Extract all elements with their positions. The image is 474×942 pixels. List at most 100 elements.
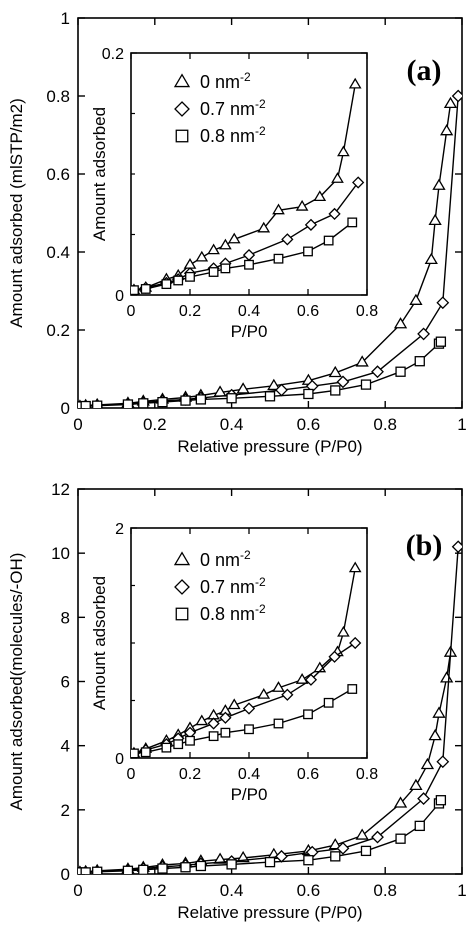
inset-data-point (195, 250, 209, 262)
data-point (409, 778, 423, 791)
inset-y-tick-label: 0 (115, 288, 124, 305)
data-point (157, 396, 168, 408)
inset-data-point (185, 735, 195, 746)
inset-x-axis-label: P/P0 (231, 785, 268, 804)
x-tick-label: 1 (457, 415, 466, 434)
data-point (80, 867, 91, 874)
inset: 0 0.2 0.4 0.6 0.8 0 2 P/P0 Amount adsorbed 0 nm-2… (90, 521, 378, 804)
y-tick-label: 4 (61, 737, 70, 756)
legend-label: 0.7 nm-2 (200, 575, 266, 597)
inset-x-tick-label: 0.6 (297, 766, 319, 783)
data-point (328, 365, 342, 378)
inset-data-point (328, 650, 341, 663)
inset-data-point (331, 172, 344, 183)
data-point (195, 860, 207, 872)
data-point (409, 293, 423, 305)
x-tick-label: 0.2 (143, 415, 167, 434)
data-point (440, 671, 454, 683)
x-tick-label: 0 (73, 881, 82, 900)
legend-marker (174, 579, 190, 595)
inset-data-point (242, 702, 256, 715)
data-point (195, 394, 207, 405)
data-point (138, 864, 149, 874)
inset-data-point (244, 724, 254, 735)
legend-label: 0 nm-2 (200, 548, 251, 570)
legend-marker (174, 101, 190, 117)
inset-data-point (227, 232, 241, 244)
data-point (180, 862, 191, 873)
inset-x-tick-label: 0.2 (179, 303, 201, 320)
data-point (432, 178, 446, 190)
inset-data-point (161, 279, 172, 290)
data-point (443, 96, 458, 109)
y-tick-label: 10 (51, 544, 70, 563)
inset-x-tick-label: 0 (127, 766, 136, 783)
inset-x-tick-label: 0.2 (179, 766, 201, 783)
legend-label: 0.7 nm-2 (200, 97, 266, 119)
inset-x-tick-label: 0.6 (297, 303, 319, 320)
data-point (360, 379, 372, 390)
inset-y-tick-label: 0.2 (102, 46, 124, 63)
y-tick-label: 0 (61, 399, 70, 418)
inset-data-point (323, 697, 334, 708)
data-point (236, 850, 250, 863)
inset-x-tick-label: 0.4 (238, 766, 260, 783)
data-point (275, 849, 288, 863)
data-point (330, 385, 341, 396)
inset-data-point (295, 199, 309, 211)
inset-data-point (173, 739, 184, 750)
inset-series-group (131, 77, 365, 295)
inset-frame (130, 527, 368, 759)
data-point (355, 355, 369, 367)
inset-data-point (219, 238, 232, 250)
data-point (414, 820, 425, 832)
inset-data-point (208, 267, 219, 277)
inset-data-point (337, 625, 350, 637)
legend: 0 nm-2 0.7 nm-2 0.8 nm-2 (173, 70, 266, 146)
inset-data-point (273, 253, 284, 264)
data-point (435, 795, 447, 806)
inset-data-point (272, 681, 285, 692)
data-point (393, 317, 408, 329)
panel-label: (b) (406, 529, 443, 562)
data-point (92, 400, 103, 408)
legend-marker (173, 73, 191, 88)
data-point (267, 378, 281, 391)
inset-data-point (337, 145, 350, 157)
inset-data-point (273, 718, 284, 729)
inset-x-axis-label: P/P0 (231, 322, 268, 341)
y-tick-label: 0.2 (46, 321, 70, 340)
inset-data-point (313, 190, 327, 202)
data-point (330, 851, 341, 862)
panel-label: (a) (407, 54, 442, 87)
main-series-group (78, 89, 462, 408)
data-point (417, 327, 431, 341)
inset-data-point (328, 207, 341, 221)
x-tick-label: 0.2 (143, 881, 167, 900)
y-axis-label: Amount adsorbed (mlSTP/m2) (7, 98, 26, 328)
inset-y-tick-label: 0 (115, 751, 124, 768)
data-point (264, 391, 276, 402)
x-tick-label: 0.8 (373, 881, 397, 900)
data-point (180, 395, 191, 406)
legend-label: 0 nm-2 (200, 70, 251, 92)
inset-data-point (281, 688, 294, 701)
data-point (432, 706, 446, 718)
data-point (303, 855, 314, 866)
data-point (226, 859, 237, 870)
data-point (138, 398, 149, 408)
data-point (157, 863, 168, 874)
data-point (371, 365, 384, 379)
series-line (79, 799, 442, 874)
y-tick-label: 0.4 (46, 243, 70, 262)
y-tick-label: 0.6 (46, 165, 70, 184)
x-axis-label: Relative pressure (P/P0) (177, 903, 362, 922)
series-line (79, 341, 442, 408)
legend: 0 nm-2 0.7 nm-2 0.8 nm-2 (173, 548, 266, 624)
data-point (414, 356, 425, 367)
inset-data-point (304, 673, 318, 686)
data-point (336, 375, 350, 389)
inset-data-point (185, 271, 195, 282)
data-point (420, 757, 435, 770)
inset: 0 0.2 0.4 0.6 0.8 0 0.2 P/P0 Amount adsorbed 0 nm… (90, 46, 378, 341)
